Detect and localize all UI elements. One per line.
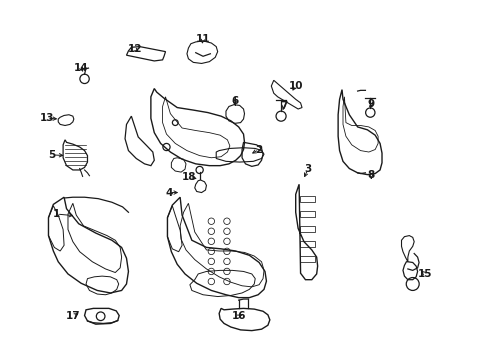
Text: 17: 17 [65,311,80,321]
Bar [300,211,314,217]
Text: 10: 10 [288,81,303,91]
Text: 15: 15 [417,269,431,279]
Bar [300,241,314,247]
Text: 7: 7 [279,102,286,112]
Text: 5: 5 [48,150,56,160]
Text: 14: 14 [74,63,88,73]
Text: 12: 12 [127,44,142,54]
Text: 16: 16 [231,311,245,321]
Text: 1: 1 [53,209,61,219]
Text: 11: 11 [195,34,210,44]
Bar [300,196,314,202]
Text: 13: 13 [40,113,54,123]
Text: 3: 3 [304,164,311,174]
Text: 4: 4 [165,188,172,198]
Text: 8: 8 [367,170,374,180]
Text: 9: 9 [367,99,374,109]
Text: 6: 6 [231,96,238,106]
Text: 2: 2 [255,144,262,154]
Bar [300,226,314,232]
Bar [300,256,314,262]
Text: 18: 18 [182,172,196,183]
